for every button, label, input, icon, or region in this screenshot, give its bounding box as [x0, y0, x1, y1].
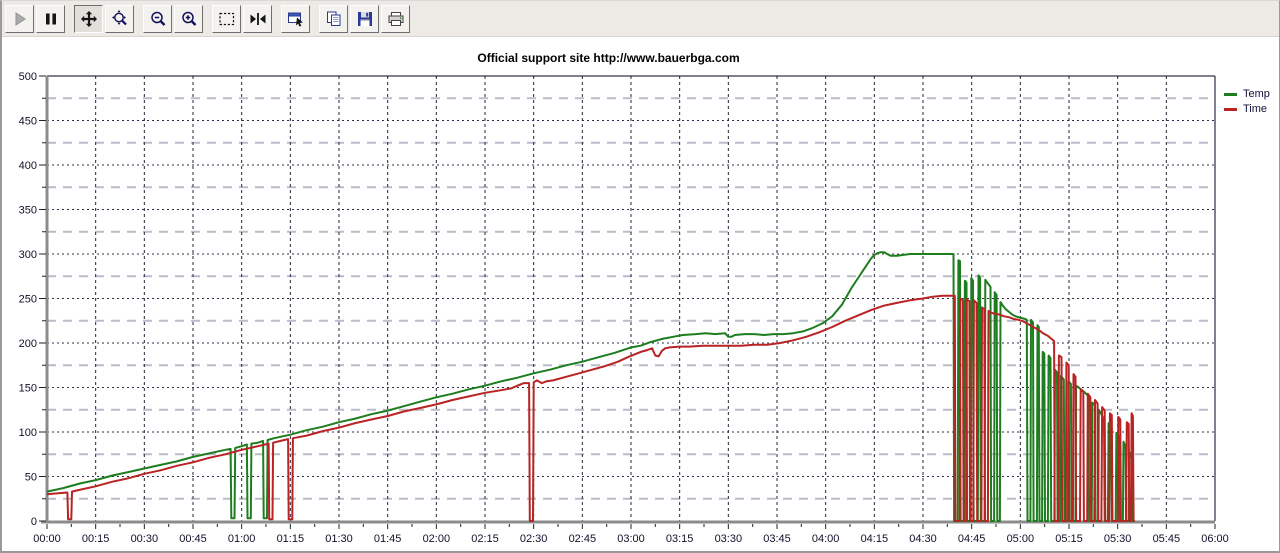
x-tick-label: 00:00 [33, 533, 61, 545]
x-tick-label: 00:30 [131, 533, 159, 545]
select-region-button[interactable] [212, 4, 241, 33]
x-tick-label: 03:15 [666, 533, 694, 545]
fit-horizontal-button[interactable] [243, 4, 272, 33]
x-tick-label: 05:00 [1007, 533, 1035, 545]
pan-button[interactable] [74, 4, 103, 33]
copy-icon [326, 11, 340, 26]
toolbar [2, 1, 1279, 37]
save-icon [357, 11, 372, 26]
zoom-out-button[interactable] [143, 4, 172, 33]
zoom-in-icon [181, 11, 196, 26]
x-tick-label: 02:00 [423, 533, 451, 545]
legend-swatch [1224, 93, 1237, 96]
chart-legend: Temp Time [1224, 87, 1270, 117]
x-tick-label: 04:45 [958, 533, 986, 545]
print-button[interactable] [381, 4, 410, 33]
select-region-icon [218, 12, 234, 25]
pan-icon [80, 10, 97, 27]
fit-horizontal-icon [250, 12, 265, 25]
legend-label: Time [1243, 103, 1268, 115]
x-tick-label: 05:45 [1153, 533, 1181, 545]
save-button[interactable] [350, 4, 379, 33]
y-tick-label: 250 [19, 294, 37, 306]
time-series-line [46, 294, 1135, 522]
zoom-dynamic-button[interactable] [105, 4, 134, 33]
y-tick-label: 150 [19, 383, 37, 395]
x-tick-label: 05:30 [1104, 533, 1132, 545]
y-tick-label: 500 [19, 71, 37, 83]
zoom-dynamic-icon [111, 9, 127, 25]
x-tick-label: 04:30 [909, 533, 937, 545]
legend-item-temp: Temp [1224, 87, 1270, 102]
legend-swatch [1224, 108, 1237, 111]
y-tick-label: 400 [19, 160, 37, 172]
y-tick-label: 450 [19, 116, 37, 128]
pause-button[interactable] [36, 4, 65, 33]
x-tick-label: 02:30 [520, 533, 548, 545]
y-tick-label: 50 [25, 472, 37, 484]
x-tick-label: 06:00 [1201, 533, 1229, 545]
x-tick-label: 01:15 [277, 533, 305, 545]
y-tick-label: 100 [19, 427, 37, 439]
y-tick-label: 0 [31, 516, 37, 528]
zoom-out-icon [150, 11, 165, 26]
chart-title: Official support site http://www.bauerbg… [477, 51, 740, 65]
play-icon [15, 11, 26, 26]
x-tick-label: 04:00 [812, 533, 840, 545]
y-tick-label: 200 [19, 338, 37, 350]
legend-label: Temp [1243, 88, 1270, 100]
x-tick-label: 01:30 [325, 533, 353, 545]
x-tick-label: 04:15 [861, 533, 889, 545]
x-tick-label: 03:00 [617, 533, 645, 545]
copy-button[interactable] [319, 4, 348, 33]
play-button [5, 4, 34, 33]
x-tick-label: 02:15 [471, 533, 499, 545]
y-tick-label: 350 [19, 205, 37, 217]
zoom-in-button[interactable] [174, 4, 203, 33]
properties-icon [287, 12, 303, 27]
x-tick-label: 01:45 [374, 533, 402, 545]
x-tick-label: 00:45 [179, 533, 207, 545]
x-tick-label: 02:45 [569, 533, 597, 545]
legend-item-time: Time [1224, 102, 1270, 117]
print-icon [388, 11, 403, 26]
x-tick-label: 05:15 [1055, 533, 1083, 545]
x-tick-label: 03:30 [715, 533, 743, 545]
x-tick-label: 00:15 [82, 533, 110, 545]
y-tick-label: 300 [19, 249, 37, 261]
pause-icon [45, 13, 56, 24]
x-tick-label: 01:00 [228, 533, 256, 545]
properties-button[interactable] [281, 4, 310, 33]
x-tick-label: 03:45 [763, 533, 791, 545]
